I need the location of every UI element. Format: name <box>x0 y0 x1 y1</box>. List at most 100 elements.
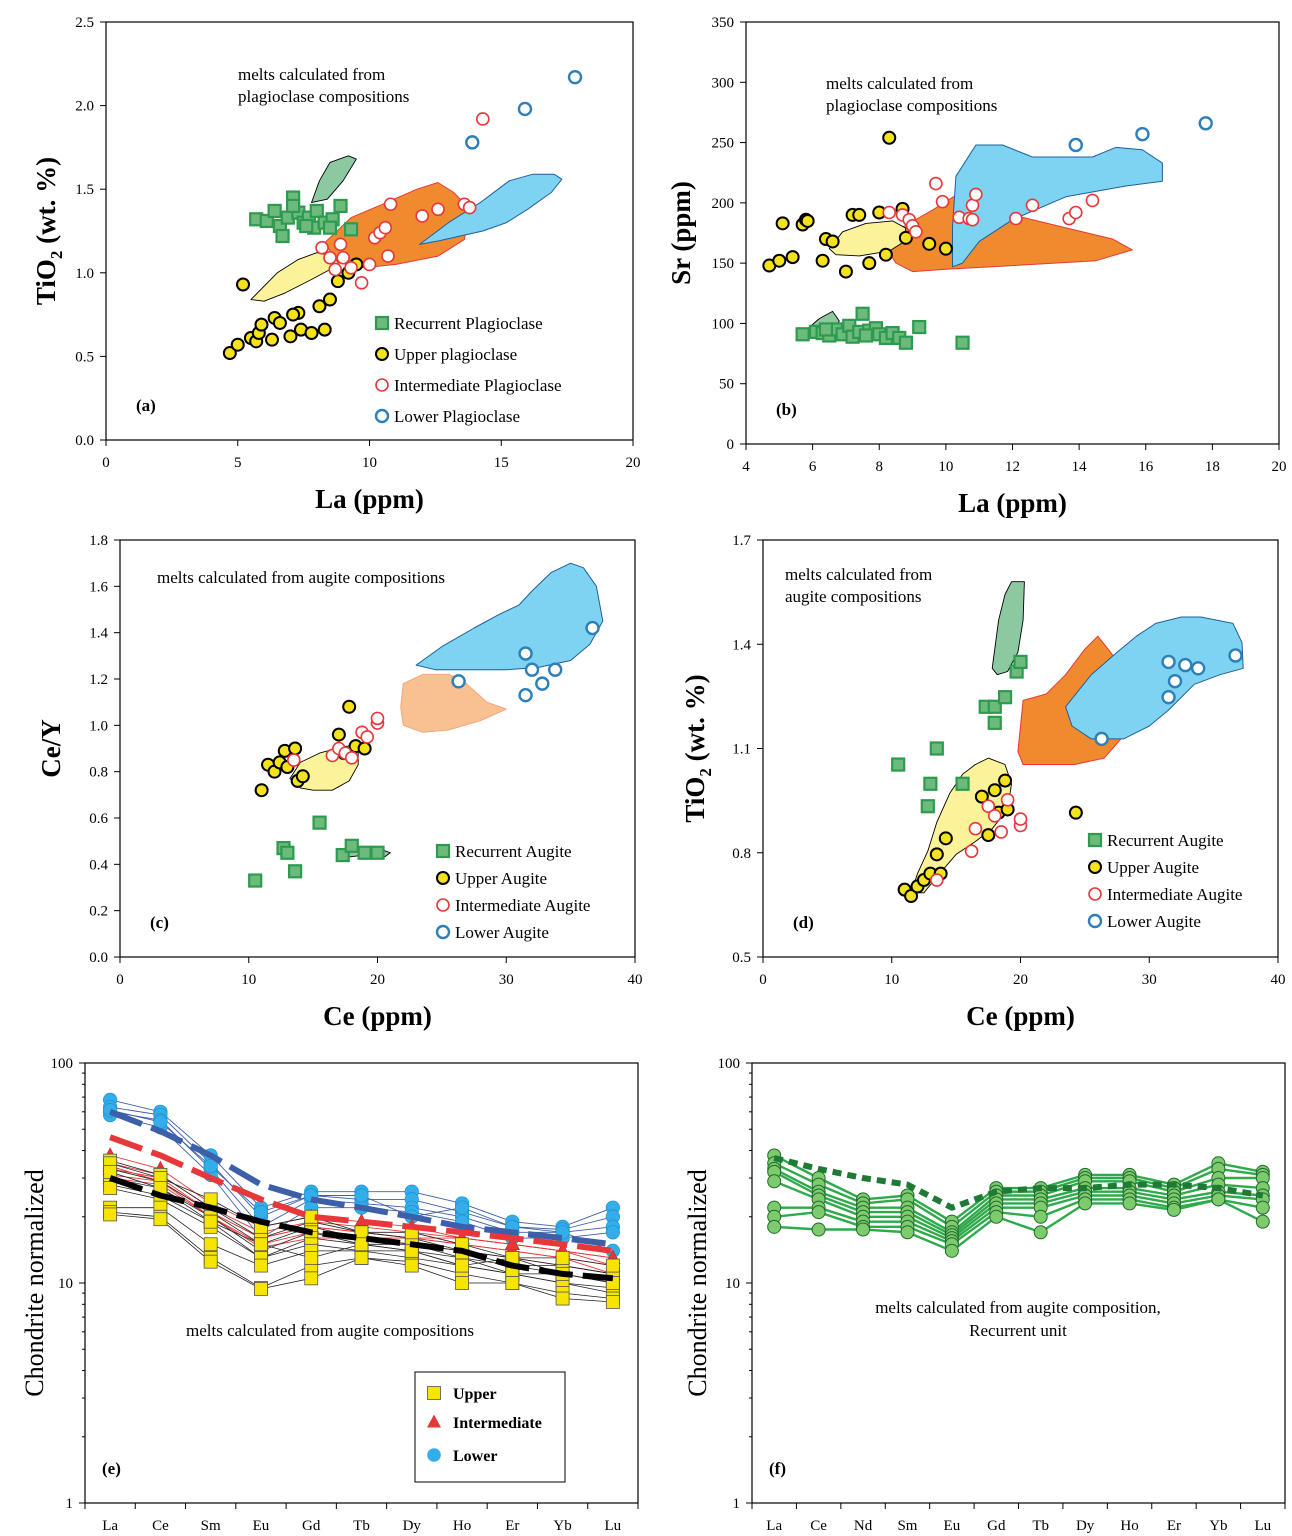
y-tick-label: 2.5 <box>75 15 94 31</box>
legend-label: Intermediate Augite <box>455 896 590 915</box>
data-point <box>1166 1202 1181 1217</box>
data-point <box>354 1251 369 1265</box>
recurrent-sample-line <box>774 1198 1264 1253</box>
data-point <box>987 783 1002 798</box>
x-tick-label: 30 <box>1142 972 1157 988</box>
data-point <box>370 845 385 860</box>
x-category-label: Yb <box>553 1518 571 1534</box>
data-point <box>524 662 540 677</box>
data-point <box>825 234 840 249</box>
legend-marker <box>427 1414 441 1428</box>
data-point <box>504 1236 520 1251</box>
data-point <box>317 322 332 337</box>
y-tick-label: 150 <box>712 256 735 272</box>
y-tick-label: 100 <box>51 1056 74 1072</box>
data-point <box>517 101 533 117</box>
data-point <box>404 1258 419 1273</box>
data-point <box>862 256 877 271</box>
data-point <box>882 205 897 220</box>
data-point <box>898 335 914 350</box>
data-point <box>272 315 287 330</box>
recurrent-sample-line <box>774 1194 1263 1243</box>
legend-label: Recurrent Augite <box>1107 831 1224 850</box>
y-tick-label: 1.1 <box>732 742 751 758</box>
panel-a: 0 5 10 15 20 0.0 0.5 1.0 1.5 2.0 2.5 La (ppm) TiO2 (… <box>31 15 641 514</box>
average-lower-line <box>109 1109 614 1248</box>
data-point <box>1068 805 1083 820</box>
data-point <box>254 783 269 798</box>
data-point <box>304 325 319 340</box>
data-point <box>328 262 343 277</box>
data-point <box>547 662 563 677</box>
series-upper-augite <box>254 699 372 798</box>
data-point <box>203 1237 218 1252</box>
data-point <box>267 203 282 219</box>
y-tick-label: 1.0 <box>89 718 108 734</box>
legend-marker <box>1088 887 1102 901</box>
y-tick-label: 200 <box>712 196 735 212</box>
legend-marker <box>427 1448 441 1462</box>
legend-label: Intermediate <box>453 1415 542 1432</box>
x-category-label: Gd <box>987 1518 1006 1534</box>
x-axis-title: La (ppm) <box>958 488 1067 518</box>
annotation-text: melts calculated from augite composition… <box>157 568 445 587</box>
data-point <box>283 329 298 344</box>
data-point <box>333 237 348 252</box>
data-point <box>929 741 944 756</box>
data-point <box>322 292 337 307</box>
data-point <box>336 250 350 265</box>
data-point <box>357 741 372 756</box>
data-point <box>605 1225 620 1240</box>
panel-c: 0 10 20 30 40 0.0 0.2 0.4 0.6 0.8 1.0 1.2 1.4 1.6 1.8 C… <box>36 533 643 1031</box>
x-category-label: Nd <box>854 1518 873 1534</box>
data-point <box>900 1225 915 1240</box>
data-point <box>103 1181 118 1195</box>
data-point <box>567 69 583 85</box>
data-point <box>354 1188 369 1203</box>
data-point <box>858 328 874 343</box>
upper-markers <box>103 1207 620 1309</box>
data-point <box>855 306 870 321</box>
y-tick-label: 1.8 <box>89 533 108 549</box>
panel-label: (a) <box>136 396 156 415</box>
data-point <box>989 1209 1004 1224</box>
x-tick-label: 18 <box>1205 459 1220 475</box>
annotation-text: melts calculated from augite composition… <box>875 1298 1161 1317</box>
data-point <box>1033 1225 1048 1240</box>
data-point <box>964 844 979 858</box>
annotation-text: melts calculated from <box>238 65 385 84</box>
series-lower-plagioclase <box>465 69 583 150</box>
data-point <box>265 332 280 347</box>
data-point <box>935 194 950 209</box>
data-point <box>344 838 359 853</box>
annotation-text: melts calculated from augite composition… <box>186 1321 474 1340</box>
data-point <box>785 250 800 265</box>
y-axis-title: Sr (ppm) <box>666 181 696 285</box>
data-point <box>299 218 314 234</box>
legend-marker <box>375 378 389 392</box>
data-point <box>920 799 935 814</box>
data-point <box>795 327 810 342</box>
series-intermediate-augite <box>930 793 1028 887</box>
data-point <box>370 711 385 726</box>
y-axis-title: Ce/Y <box>36 719 66 777</box>
x-category-label: Tb <box>1032 1518 1049 1534</box>
x-tick-label: 12 <box>1005 459 1020 475</box>
y-axis-title: TiO2 (wt. %) <box>680 674 715 822</box>
data-point <box>605 1258 620 1273</box>
legend-label: Intermediate Plagioclase <box>394 376 562 395</box>
legend-marker <box>436 898 450 912</box>
data-point <box>767 1174 782 1189</box>
data-point <box>286 307 301 322</box>
x-axis-title: Ce (ppm) <box>323 1001 432 1031</box>
data-point <box>236 277 251 292</box>
x-tick-label: 20 <box>626 455 641 471</box>
y-tick-label: 100 <box>718 1056 741 1072</box>
data-point <box>968 821 983 836</box>
legend-label: Lower <box>453 1448 497 1465</box>
x-category-label: Yb <box>1209 1518 1227 1534</box>
data-point <box>354 1237 369 1252</box>
data-point <box>1068 205 1083 220</box>
data-point <box>280 845 295 860</box>
x-tick-label: 16 <box>1138 459 1154 475</box>
